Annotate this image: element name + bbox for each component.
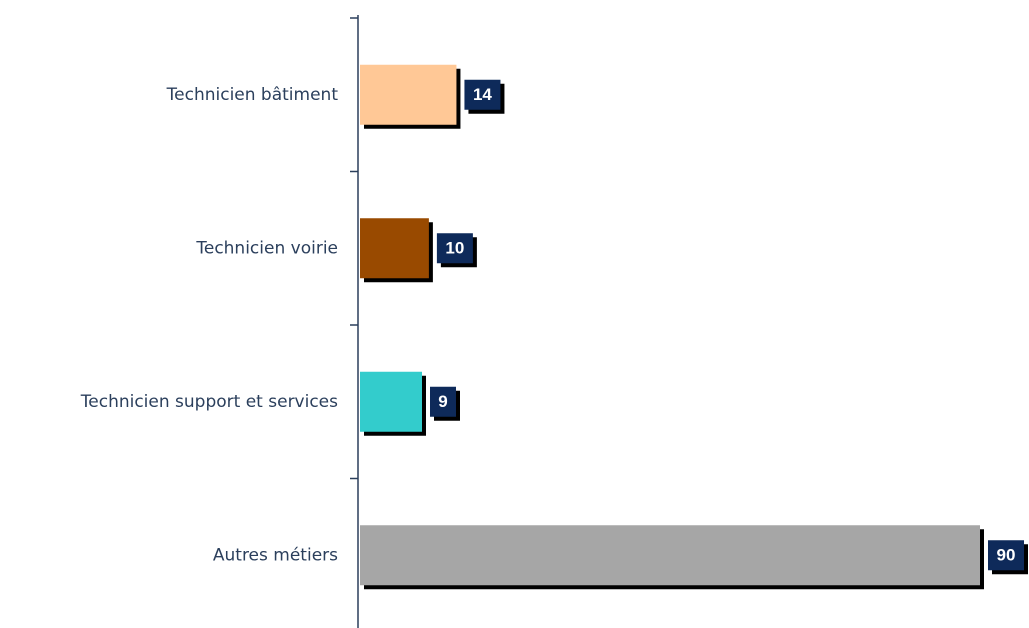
bar [360, 64, 457, 125]
value-label-box [464, 79, 501, 110]
category-label: Technicien support et services [80, 392, 338, 412]
category-label: Technicien voirie [195, 238, 338, 258]
value-label: 9 [438, 392, 447, 411]
value-label: 10 [445, 239, 464, 258]
value-label-box [436, 233, 473, 264]
bar [360, 371, 422, 432]
value-label: 14 [473, 85, 492, 104]
value-label: 90 [997, 546, 1016, 565]
category-label: Technicien bâtiment [166, 85, 339, 105]
category-label: Autres métiers [213, 545, 338, 565]
bar [360, 525, 980, 586]
value-label-box [988, 540, 1024, 571]
bar [360, 218, 429, 279]
value-label-box [430, 386, 456, 417]
